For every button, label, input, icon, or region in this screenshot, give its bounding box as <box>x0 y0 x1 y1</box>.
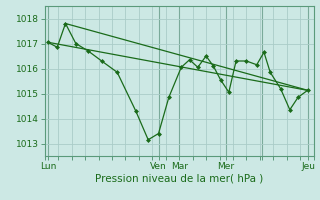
X-axis label: Pression niveau de la mer( hPa ): Pression niveau de la mer( hPa ) <box>95 173 263 183</box>
